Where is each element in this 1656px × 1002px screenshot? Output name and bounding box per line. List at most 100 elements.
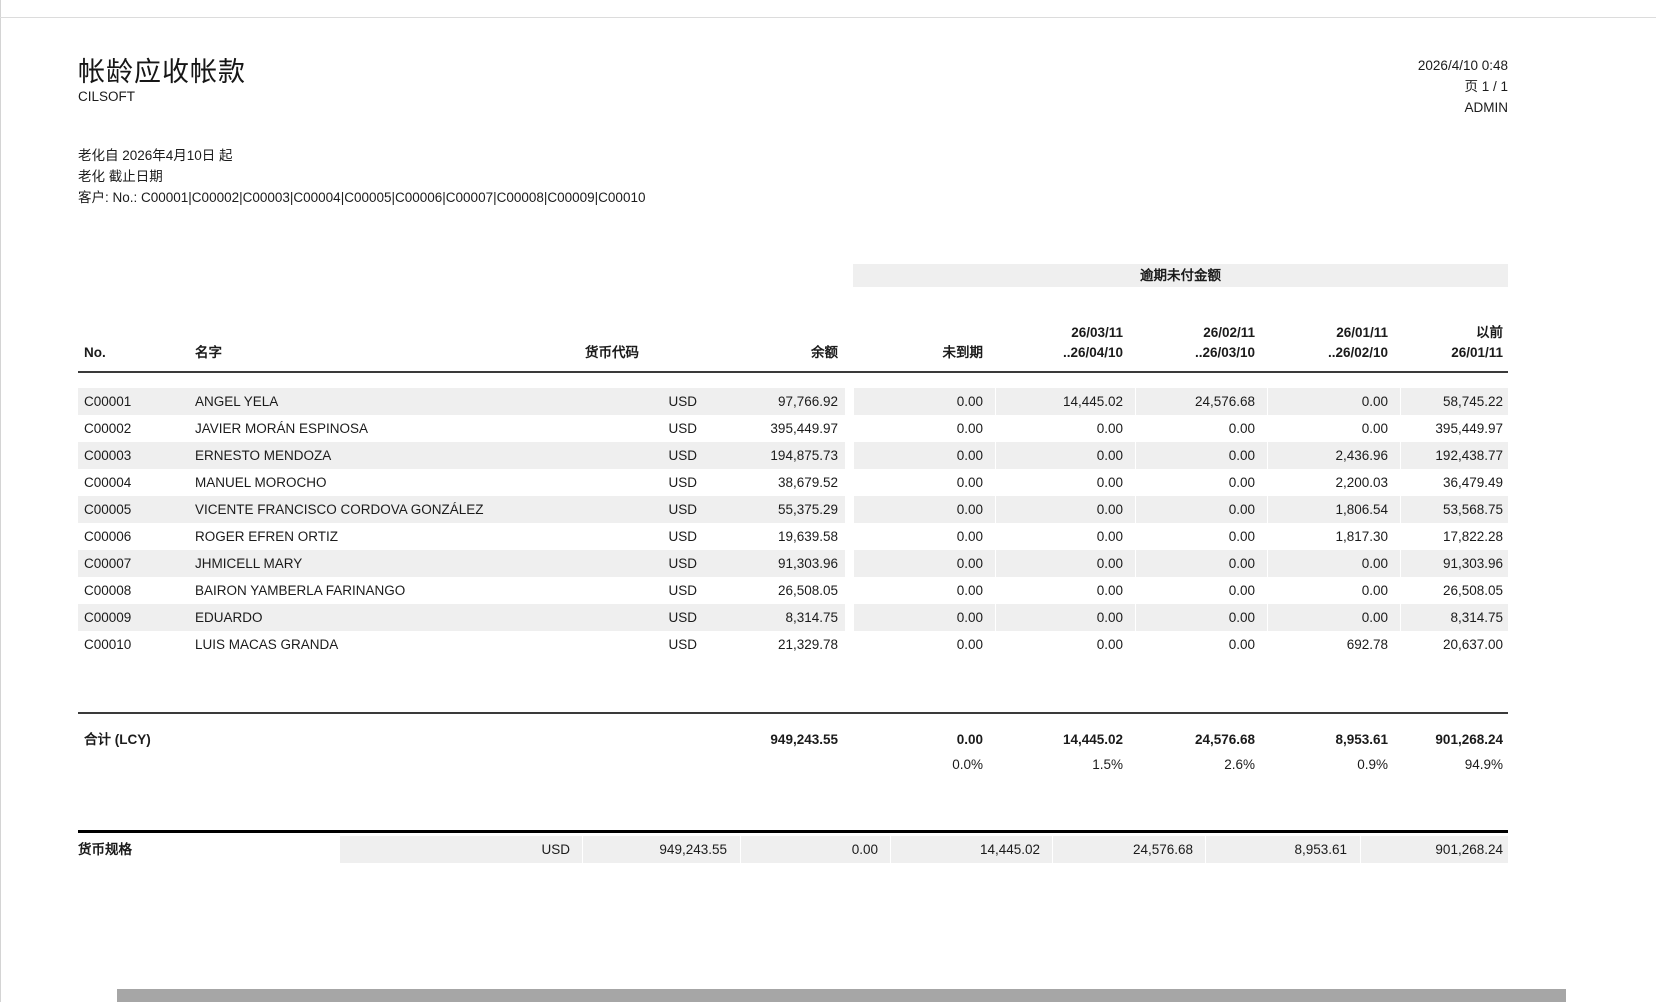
printed-by-user: ADMIN [1464,100,1509,115]
cell-no: C00009 [78,604,195,631]
cell-bucket2: 0.00 [1135,577,1267,604]
curspec-currency: USD [340,836,582,863]
col-header-name: 名字 [195,345,222,360]
cell-before: 17,822.28 [1400,523,1508,550]
cell-name: MANUEL MOROCHO [195,475,327,490]
section-divider-line [78,830,1508,833]
cell-bucket3: 1,817.30 [1267,523,1400,550]
cell-bucket2: 0.00 [1135,415,1267,442]
cell-currency: USD [668,529,697,544]
cell-name: LUIS MACAS GRANDA [195,637,339,652]
cell-bucket3: 692.78 [1267,631,1400,658]
totals-bucket1: 14,445.02 [1062,732,1123,747]
table-row: C00004 MANUEL MOROCHO USD 38,679.52 0.00… [78,469,1508,496]
cell-no: C00002 [84,421,132,436]
pct-not-due: 0.0% [952,757,983,772]
cell-not-due: 0.00 [853,415,995,442]
col-gap [845,306,853,370]
cell-not-due: 0.00 [853,469,995,496]
cell-not-due: 0.00 [853,604,995,631]
cell-balance: 395,449.97 [770,421,838,436]
cell-not-due: 0.00 [853,523,995,550]
curspec-bucket2: 24,576.68 [1052,836,1205,863]
cell-name: ANGEL YELA [195,388,585,415]
totals-label: 合计 (LCY) [84,732,151,747]
cell-before: 53,568.75 [1400,496,1508,523]
table-header-row: No. 名字 货币代码 余额 未到期 26/03/11 ..26/04/10 26… [78,306,1508,370]
table-row: C00008 BAIRON YAMBERLA FARINANGO USD 26,… [78,577,1508,604]
page-number: 页 1 / 1 [1464,79,1508,94]
cell-gap [845,388,853,415]
cell-before: 8,314.75 [1400,604,1508,631]
col-header-no: No. [84,345,106,360]
filter-aging-basis: 老化 截止日期 [78,169,163,184]
cell-not-due: 0.00 [853,496,995,523]
cell-balance: 97,766.92 [711,388,845,415]
col-header-balance: 余额 [811,345,838,360]
report-filters: 老化自 2026年4月10日 起 老化 截止日期 客户: No.: C00001… [78,145,645,208]
cell-currency: USD [668,421,697,436]
cell-currency: USD [668,475,697,490]
totals-bucket3: 8,953.61 [1335,732,1388,747]
table-row: C00006 ROGER EFREN ORTIZ USD 19,639.58 0… [78,523,1508,550]
cell-gap [845,523,853,550]
cell-bucket2: 0.00 [1135,442,1267,469]
cell-gap [845,631,853,658]
cell-balance: 19,639.58 [777,529,838,544]
cell-gap [845,442,853,469]
cell-no: C00001 [78,388,195,415]
curspec-not-due: 0.00 [740,836,890,863]
pct-bucket1: 1.5% [1092,757,1123,772]
table-row: C00003 ERNESTO MENDOZA USD 194,875.73 0.… [78,442,1508,469]
cell-currency: USD [668,583,697,598]
cell-bucket3: 0.00 [1267,577,1400,604]
cell-bucket3: 0.00 [1267,604,1400,631]
cell-currency: USD [585,604,711,631]
company-name: CILSOFT [78,89,136,104]
cell-balance: 26,508.05 [777,583,838,598]
cell-gap [845,577,853,604]
cell-name: BAIRON YAMBERLA FARINANGO [195,583,406,598]
totals-gap [845,726,853,753]
cell-balance: 8,314.75 [711,604,845,631]
table-row: C00005 VICENTE FRANCISCO CORDOVA GONZÁLE… [78,496,1508,523]
cell-no: C00007 [78,550,195,577]
cell-name: JAVIER MORÁN ESPINOSA [195,421,369,436]
cell-no: C00005 [78,496,195,523]
cell-bucket3: 0.00 [1267,388,1400,415]
cell-currency: USD [668,637,697,652]
cell-name: ROGER EFREN ORTIZ [195,529,339,544]
cell-bucket1: 0.00 [995,496,1135,523]
cell-before: 91,303.96 [1400,550,1508,577]
cell-balance: 91,303.96 [711,550,845,577]
cell-bucket1: 0.00 [995,523,1135,550]
cell-currency: USD [585,388,711,415]
col-header-bucket3: 26/01/11 ..26/02/10 [1327,325,1388,360]
cell-gap [845,415,853,442]
col-header-bucket1: 26/03/11 ..26/04/10 [1062,325,1123,360]
page-top-edge [0,17,1656,18]
page-left-edge [0,0,1,1002]
cell-bucket3: 1,806.54 [1267,496,1400,523]
pct-before: 94.9% [1464,757,1503,772]
cell-not-due: 0.00 [853,442,995,469]
totals-bucket2: 24,576.68 [1194,732,1255,747]
cell-not-due: 0.00 [853,577,995,604]
cell-bucket3: 0.00 [1267,550,1400,577]
cell-bucket1: 0.00 [995,442,1135,469]
report-meta: 2026/4/10 0:48 页 1 / 1 ADMIN [1418,55,1508,118]
pct-bucket3: 0.9% [1357,757,1388,772]
totals-before: 901,268.24 [1435,732,1503,747]
cell-not-due: 0.00 [853,550,995,577]
page-bottom-gap [117,989,1566,1002]
cell-before: 36,479.49 [1400,469,1508,496]
cell-bucket1: 0.00 [995,550,1135,577]
cell-not-due: 0.00 [853,631,995,658]
cell-name: ERNESTO MENDOZA [195,442,585,469]
totals-topline [78,712,1508,714]
cell-no: C00008 [84,583,132,598]
cell-bucket2: 24,576.68 [1135,388,1267,415]
cell-no: C00006 [84,529,132,544]
overdue-amounts-band: 逾期未付金额 [853,264,1508,287]
